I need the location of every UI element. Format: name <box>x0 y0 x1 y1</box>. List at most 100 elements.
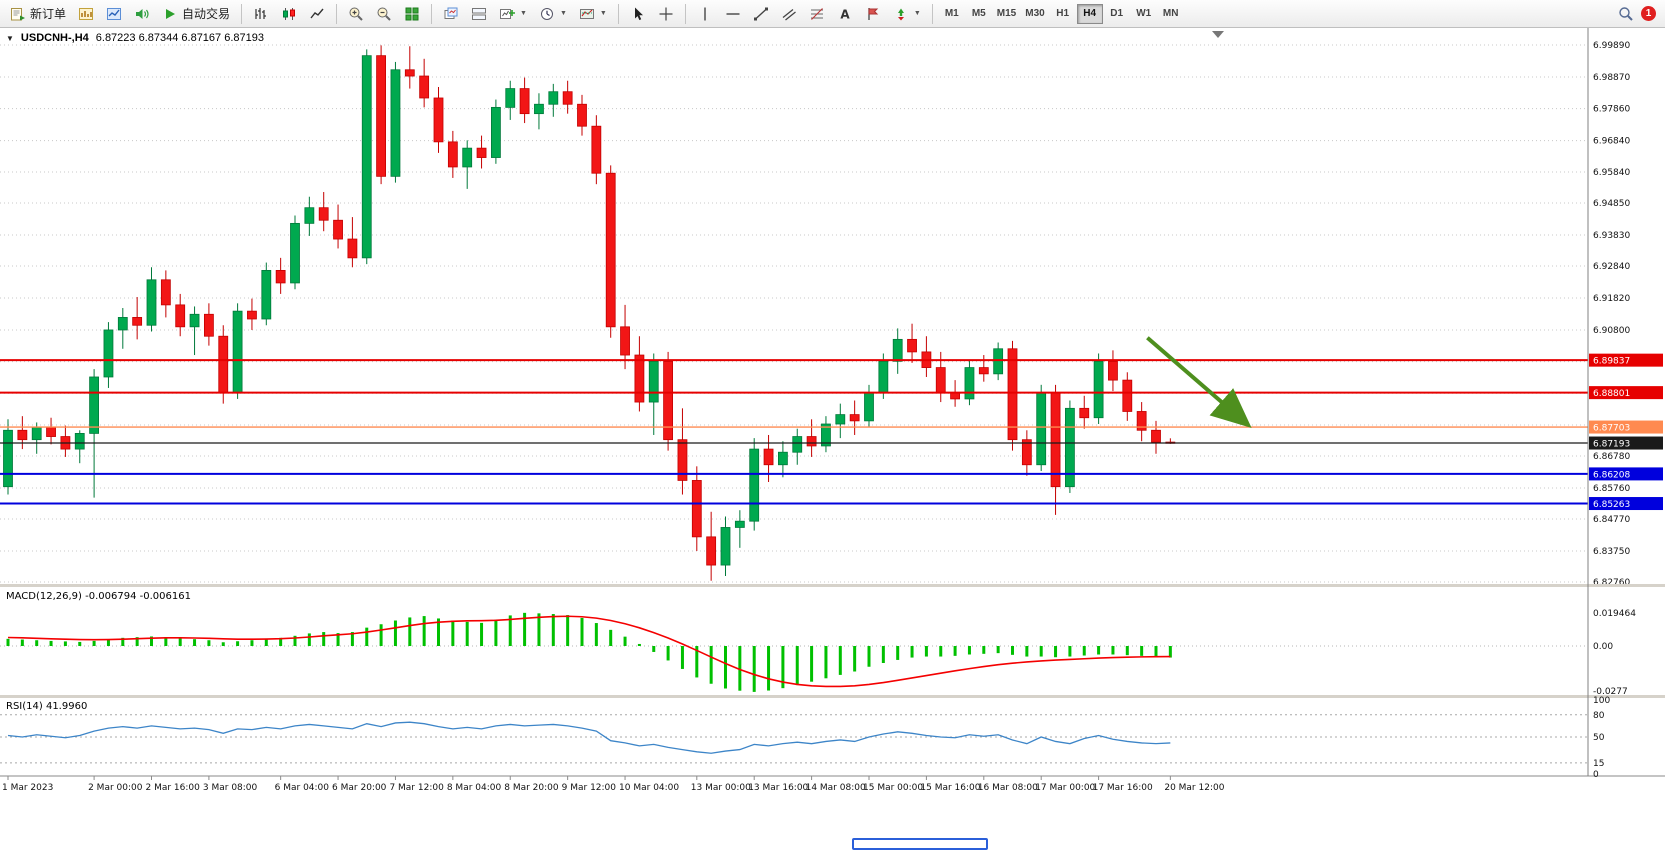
tab-timeframe-m30[interactable]: M30 <box>1021 4 1048 24</box>
macd-histogram-bar <box>1025 646 1029 657</box>
search-button[interactable] <box>1613 3 1639 25</box>
templates-button[interactable]: ▼ <box>574 3 612 25</box>
svg-text:A: A <box>840 7 850 21</box>
market-watch-button[interactable] <box>73 3 99 25</box>
candlestick-chart-type-button[interactable] <box>276 3 302 25</box>
sound-button[interactable] <box>129 3 155 25</box>
svg-text:6.86208: 6.86208 <box>1593 470 1630 480</box>
fibonacci-tool-button[interactable] <box>804 3 830 25</box>
candle <box>275 269 286 284</box>
template-icon <box>579 8 594 19</box>
tile-windows-button[interactable] <box>399 3 425 25</box>
candle <box>505 88 516 108</box>
h-scrollbar-thumb[interactable] <box>852 838 988 850</box>
chart-window: ▼ USDCNH-,H4 6.87223 6.87344 6.87167 6.8… <box>0 28 1665 850</box>
crosshair-tool-button[interactable] <box>653 3 679 25</box>
macd-histogram-bar <box>451 620 455 646</box>
line-chart-type-button[interactable] <box>304 3 330 25</box>
cascade-windows-button[interactable] <box>438 3 464 25</box>
down-trend-arrow <box>1146 336 1252 428</box>
arrows-icon <box>897 8 904 20</box>
svg-text:0: 0 <box>1593 770 1599 780</box>
candle <box>1036 392 1047 466</box>
candle <box>792 436 803 453</box>
bar-chart-type-button[interactable] <box>248 3 274 25</box>
candle <box>117 317 128 331</box>
tab-timeframe-h4[interactable]: H4 <box>1076 3 1103 24</box>
macd-histogram-bar <box>767 646 771 691</box>
svg-text:6.85263: 6.85263 <box>1593 500 1630 510</box>
macd-histogram-bar <box>121 637 125 646</box>
data-window-button[interactable] <box>101 3 127 25</box>
tab-timeframe-m1[interactable]: M1 <box>939 4 965 24</box>
svg-text:6.95840: 6.95840 <box>1593 168 1630 178</box>
new-order-label: 新订单 <box>30 7 67 21</box>
svg-text:6.84770: 6.84770 <box>1593 515 1630 525</box>
fibonacci-icon <box>810 7 823 20</box>
svg-text:6.98870: 6.98870 <box>1593 73 1630 83</box>
time-axis: 1 Mar 2023 2 Mar 00:00 2 Mar 16:00 3 Mar 08… <box>2 776 1225 793</box>
candle <box>734 520 745 528</box>
candle <box>562 91 573 105</box>
tab-timeframe-m15[interactable]: M15 <box>993 4 1020 24</box>
svg-text:6.87703: 6.87703 <box>1593 424 1630 434</box>
tab-timeframe-m5[interactable]: M5 <box>966 4 992 24</box>
candle <box>3 429 13 488</box>
svg-text:15: 15 <box>1593 759 1604 769</box>
arrows-tool-button[interactable]: ▼ <box>888 3 926 25</box>
macd-histogram-bar <box>164 637 168 646</box>
level-lines <box>0 359 1588 505</box>
candle <box>46 426 56 437</box>
tile-horizontal-button[interactable] <box>466 3 492 25</box>
tab-timeframe-d1[interactable]: D1 <box>1104 4 1130 24</box>
zoom-out-button[interactable] <box>371 3 397 25</box>
candle <box>534 103 544 115</box>
macd-histogram-bar <box>49 640 53 646</box>
support-line-2-tag <box>1589 497 1663 511</box>
tab-timeframe-w1[interactable]: W1 <box>1131 4 1157 24</box>
toolbar-separator <box>617 3 619 24</box>
tab-timeframe-h1[interactable]: H1 <box>1050 4 1076 24</box>
macd-histogram-bar <box>508 615 512 646</box>
candle <box>519 88 530 115</box>
macd-histogram-bar <box>953 646 957 656</box>
macd-histogram-bar <box>781 646 785 689</box>
horizontal-line-tool-button[interactable] <box>720 3 746 25</box>
time-label: 15 Mar 00:00 <box>863 783 923 793</box>
support-line-1-tag <box>1589 467 1663 481</box>
chart-canvas[interactable]: 6.99890 6.98870 6.97860 6.96840 6.95840 6.948… <box>0 28 1665 848</box>
notification-badge[interactable]: 1 <box>1641 6 1656 21</box>
trend-arrow[interactable] <box>1146 336 1252 428</box>
toolbar-separator <box>336 3 338 24</box>
chart-title-overlay: ▼ USDCNH-,H4 6.87223 6.87344 6.87167 6.8… <box>6 32 264 44</box>
rsi-line <box>7 721 1171 754</box>
macd-histogram-bar <box>307 633 311 646</box>
cursor-tool-button[interactable] <box>625 3 651 25</box>
candle <box>1136 411 1147 431</box>
label-tool-button[interactable] <box>860 3 886 25</box>
period-button[interactable]: ▼ <box>534 3 572 25</box>
candle <box>433 97 444 143</box>
channel-tool-button[interactable] <box>776 3 802 25</box>
candle <box>778 451 788 466</box>
candle <box>993 348 1004 375</box>
macd-label: MACD(12,26,9) -0.006794 -0.006161 <box>6 591 191 602</box>
new-order-button[interactable]: 新订单 <box>5 3 71 25</box>
text-tool-button[interactable]: A <box>832 3 858 25</box>
chart-menu-icon[interactable]: ▼ <box>6 33 14 43</box>
new-chart-button[interactable]: ▼ <box>494 3 532 25</box>
auto-trading-button[interactable]: 自动交易 <box>157 3 235 25</box>
macd-histogram-bar <box>1082 646 1086 656</box>
candle <box>591 125 602 174</box>
candlestick-icon <box>283 7 296 20</box>
chart-shift-marker[interactable] <box>1212 31 1224 38</box>
candle <box>361 55 372 259</box>
zoom-in-button[interactable] <box>343 3 369 25</box>
trendline-tool-button[interactable] <box>748 3 774 25</box>
vertical-line-tool-button[interactable] <box>692 3 718 25</box>
macd-histogram-bar <box>910 646 914 658</box>
new-chart-icon <box>500 8 516 19</box>
tab-timeframe-mn[interactable]: MN <box>1158 4 1184 24</box>
macd-histogram-bar <box>824 646 828 679</box>
label-flag-icon <box>868 7 879 20</box>
